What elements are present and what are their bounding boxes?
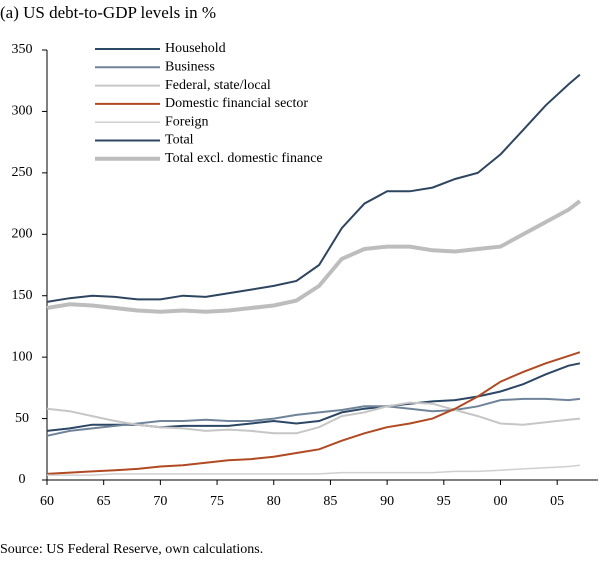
series-line [47,464,580,476]
y-tick-label: 300 [12,104,33,119]
x-tick-label: 65 [97,494,111,509]
x-tick-label: 00 [493,494,507,509]
legend-label: Household [165,41,226,56]
legend-label: Total excl. domestic finance [165,151,323,166]
x-tick-label: 60 [40,494,54,509]
y-tick-label: 50 [15,411,29,426]
legend-label: Business [165,60,215,75]
x-tick-label: 70 [153,494,167,509]
source-note: Source: US Federal Reserve, own calculat… [0,542,263,557]
x-tick-label: 75 [210,494,224,509]
x-tick-label: 05 [550,494,564,509]
legend-label: Domestic financial sector [165,96,308,111]
series-line [46,199,582,314]
y-tick-label: 250 [12,165,33,180]
series-line [46,73,581,303]
y-tick-label: 100 [12,349,33,364]
series-line [46,351,581,475]
x-tick-label: 80 [267,494,281,509]
x-tick-label: 85 [323,494,337,509]
x-tick-label: 90 [380,494,394,509]
legend-label: Federal, state/local [165,78,271,93]
series-line [46,362,581,432]
chart-title: (a) US debt-to-GDP levels in % [0,3,216,22]
y-tick-label: 200 [12,227,33,242]
legend-label: Foreign [165,114,209,129]
x-tick-label: 95 [437,494,451,509]
series-line [46,401,581,435]
legend-label: Total [165,133,194,148]
y-tick-label: 350 [12,42,33,57]
y-tick-label: 150 [12,288,33,303]
y-tick-label: 0 [19,472,26,487]
series-line [46,397,581,437]
